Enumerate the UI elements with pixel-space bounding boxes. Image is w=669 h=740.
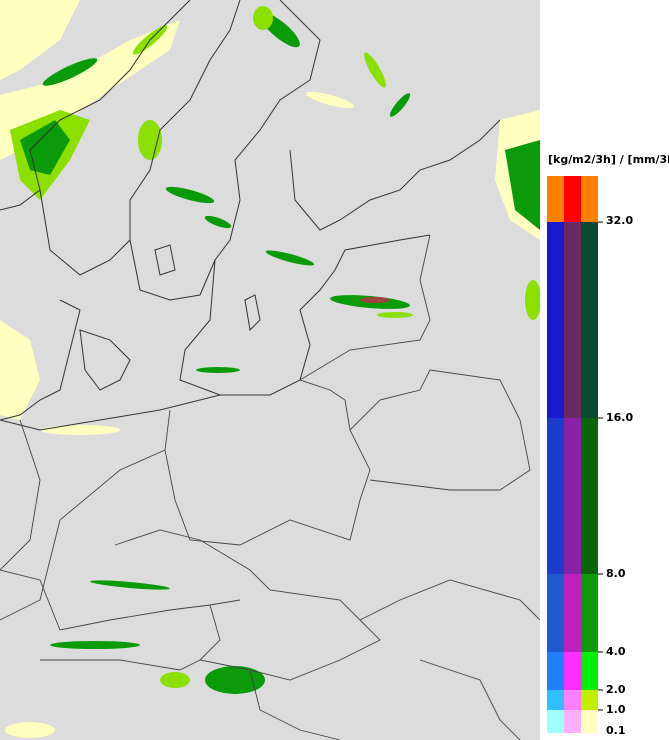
legend-unit: [kg/m2/3h] / [mm/3h] <box>548 153 669 166</box>
coastlines-shape <box>0 0 191 211</box>
precipitation-shape <box>160 672 190 688</box>
color-bar-shape <box>581 690 598 710</box>
coastlines-shape <box>179 234 431 396</box>
borders-shape <box>164 379 371 546</box>
legend-labels: 32.0 16.0 8.0 4.0 2.0 1.0 0.1 <box>598 214 633 737</box>
borders-shape <box>40 659 201 671</box>
precipitation-shape <box>305 91 355 109</box>
coastlines-shape <box>39 0 241 276</box>
borders-shape <box>249 669 341 740</box>
color-bar-shape <box>581 574 598 652</box>
borders-shape <box>0 449 166 621</box>
color-bar-shape <box>581 418 598 574</box>
borders-shape <box>359 579 541 621</box>
precipitation-shape <box>138 120 162 160</box>
precipitation-shape <box>364 52 386 88</box>
color-bar-shape <box>581 176 598 222</box>
coastlines-shape <box>244 294 261 332</box>
precipitation-shape <box>0 320 40 420</box>
color-bar-shape <box>547 418 564 574</box>
coastlines-shape <box>0 394 221 431</box>
color-bar-shape <box>547 710 564 733</box>
legend-label: 8.0 <box>606 567 626 580</box>
legend-label: 1.0 <box>606 703 626 716</box>
precipitation-shape <box>204 215 232 229</box>
color-bar-shape <box>564 652 581 690</box>
color-bar-shape <box>547 176 564 222</box>
coastlines-shape <box>79 329 131 391</box>
precipitation-shape <box>265 250 315 266</box>
borders-shape <box>0 419 41 571</box>
precipitation-shape <box>5 722 55 738</box>
color-bar-shape <box>547 652 564 690</box>
color-bar-shape <box>581 710 598 733</box>
color-bar-shape <box>564 222 581 418</box>
legend-label: 16.0 <box>606 411 633 424</box>
coastlines-shape <box>154 244 176 276</box>
precipitation-shape <box>360 297 390 303</box>
precipitation-shape <box>90 580 170 590</box>
precipitation-shape <box>0 0 80 80</box>
legend-label: 0.1 <box>606 724 626 737</box>
color-bar-shape <box>564 574 581 652</box>
coastlines <box>0 0 501 431</box>
precipitation-shape <box>389 93 411 117</box>
borders-shape <box>299 234 431 381</box>
borders-shape <box>419 659 521 740</box>
precipitation-shape <box>253 6 273 30</box>
coastlines-shape <box>129 0 321 301</box>
precipitation <box>0 0 541 738</box>
color-bar-shape <box>581 652 598 690</box>
color-bar-shape <box>564 418 581 574</box>
precipitation-shape <box>205 666 265 694</box>
precipitation-shape <box>525 280 541 320</box>
coastlines-shape <box>289 119 501 231</box>
legend-label: 2.0 <box>606 683 626 696</box>
legend-label: 32.0 <box>606 214 633 227</box>
color-bar-shape <box>547 222 564 418</box>
precipitation-shape <box>42 58 98 86</box>
precipitation-shape <box>196 367 240 373</box>
color-bar-shape <box>564 176 581 222</box>
borders <box>0 234 541 740</box>
color-bar-shape <box>581 222 598 418</box>
color-bar-shape <box>564 690 581 710</box>
coastlines-shape <box>0 299 81 421</box>
precipitation-shape <box>377 312 413 318</box>
color-bar-shape <box>547 574 564 652</box>
precipitation-shape <box>40 425 120 435</box>
color-bar-shape <box>547 690 564 710</box>
precipitation-shape <box>505 140 540 230</box>
borders-shape <box>199 604 381 681</box>
color-bar-shape <box>564 710 581 733</box>
legend-label: 4.0 <box>606 645 626 658</box>
borders-shape <box>349 369 531 491</box>
map-background <box>0 0 540 740</box>
precipitation-shape <box>165 186 215 204</box>
borders-shape <box>114 529 361 621</box>
precipitation-shape <box>50 641 140 649</box>
color-bar <box>547 176 598 733</box>
